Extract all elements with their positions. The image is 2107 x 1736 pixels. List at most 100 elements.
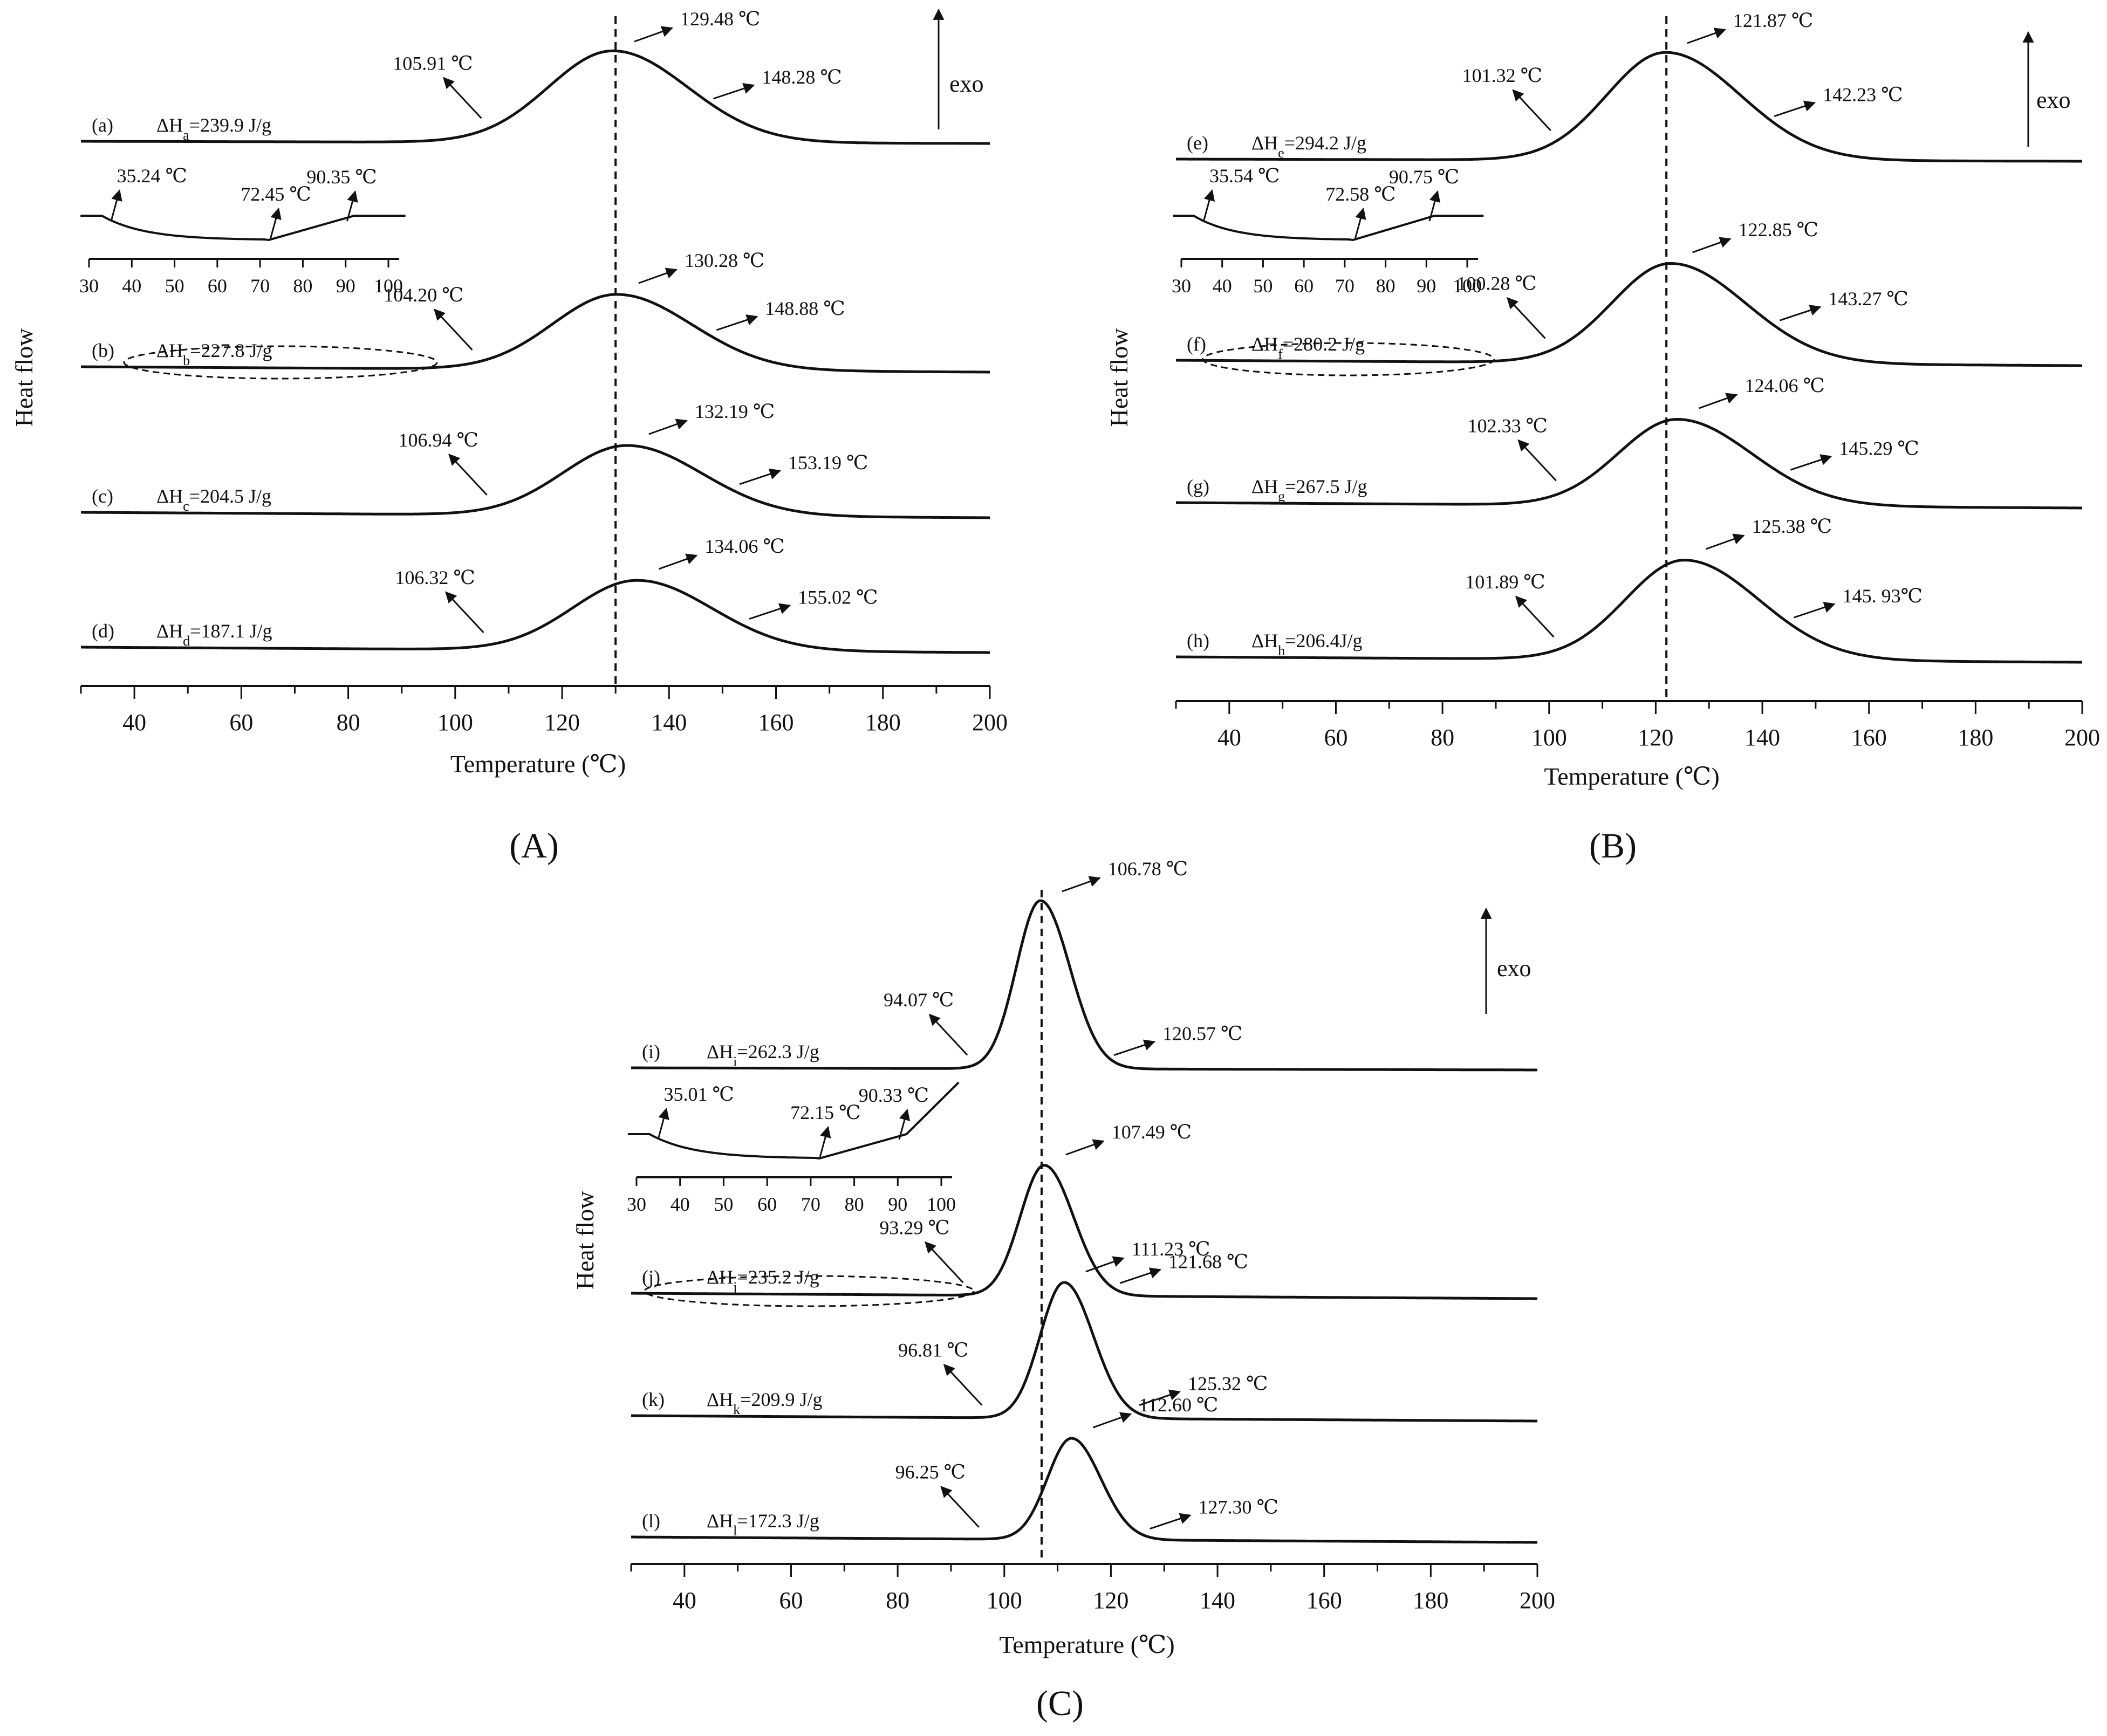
inset-tick-label: 40 — [1213, 275, 1232, 297]
inset-point-label: 72.45 ℃ — [241, 183, 311, 205]
dsc-curve-h — [1176, 559, 2082, 664]
peak-arrow — [638, 267, 678, 284]
dsc-curve-e — [1176, 51, 2082, 163]
series-label: (h) — [1187, 630, 1209, 651]
series-label: (e) — [1187, 132, 1208, 154]
endset-arrow — [1790, 454, 1832, 471]
series-label: (d) — [92, 620, 114, 642]
onset-label: 101.32 ℃ — [1462, 65, 1542, 86]
delta-h-subscript: j — [733, 1279, 737, 1295]
inset-tick-label: 90 — [336, 275, 355, 297]
inset-tick-label: 90 — [1417, 275, 1436, 297]
enthalpy-label: ΔHb=227.8 J/g — [156, 340, 272, 368]
inset-tick-label: 60 — [1294, 275, 1314, 297]
y-axis-label: Heat flow — [1105, 328, 1133, 427]
inset-tick-label: 30 — [627, 1193, 646, 1215]
endset-arrow — [1779, 305, 1822, 321]
inset-point-label: 90.35 ℃ — [306, 166, 377, 188]
endset-label: 145.29 ℃ — [1839, 437, 1919, 459]
dsc-curve-b — [81, 293, 990, 374]
peak-label: 129.48 ℃ — [680, 8, 760, 30]
endset-label: 143.27 ℃ — [1828, 288, 1908, 310]
low-temp-ellipse — [123, 345, 438, 380]
x-tick-label: 80 — [337, 709, 360, 736]
exo-label: exo — [2036, 87, 2071, 113]
x-tick-label: 140 — [651, 709, 687, 736]
delta-h-subscript: i — [733, 1054, 737, 1069]
series-label: (g) — [1187, 476, 1209, 497]
inset-tick-label: 30 — [1172, 275, 1191, 297]
inset-point-label: 35.01 ℃ — [663, 1083, 734, 1105]
low-temp-ellipse — [1202, 342, 1495, 376]
x-tick-label: 140 — [1200, 1587, 1235, 1614]
x-tick-label: 100 — [1531, 724, 1567, 751]
inset-curve — [80, 215, 406, 242]
delta-h-value: =206.4J/g — [1285, 630, 1362, 651]
inset-tick-label: 100 — [927, 1193, 956, 1215]
enthalpy-label: ΔHk=209.9 J/g — [707, 1389, 822, 1417]
inset-tick-label: 90 — [888, 1193, 907, 1215]
x-tick-label: 40 — [673, 1587, 696, 1614]
x-tick-label: 60 — [229, 709, 253, 736]
enthalpy-label: ΔHe=294.2 J/g — [1251, 132, 1366, 161]
inset-arrow — [1428, 190, 1441, 222]
enthalpy-label: ΔHf=280.2 J/g — [1251, 333, 1365, 362]
inset-tick-label: 100 — [374, 275, 403, 297]
dsc-curve-c — [81, 444, 990, 519]
inset-arrow — [657, 1107, 669, 1139]
delta-h-subscript: c — [183, 498, 189, 514]
series-label: (j) — [642, 1266, 660, 1288]
peak-arrow — [1706, 533, 1745, 550]
onset-arrow — [434, 308, 473, 351]
endset-label: 153.19 ℃ — [788, 452, 868, 474]
inset-plot: 30 40 50 60 70 80 90 100 35.01 ℃ 72.15 ℃90.33 ℃ — [627, 1081, 960, 1215]
x-tick-label: 80 — [886, 1587, 909, 1614]
enthalpy-label: ΔHg=267.5 J/g — [1251, 476, 1367, 504]
endset-arrow — [716, 314, 758, 331]
peak-label: 122.85 ℃ — [1739, 219, 1818, 241]
inset-tick-label: 50 — [714, 1193, 733, 1215]
x-tick-label: 80 — [1431, 724, 1454, 751]
enthalpy-label: ΔHj=235.2 J/g — [707, 1266, 819, 1295]
inset-tick-label: 40 — [122, 275, 141, 297]
x-tick-label: 60 — [1324, 724, 1347, 751]
endset-arrow — [1119, 1267, 1162, 1284]
y-axis-label: Heat flow — [10, 328, 38, 427]
delta-h-subscript: e — [1278, 145, 1284, 161]
x-tick-label: 180 — [1958, 724, 1993, 751]
peak-arrow — [634, 26, 673, 43]
x-tick-label: 200 — [2064, 724, 2100, 751]
delta-h: ΔH — [707, 1389, 733, 1410]
onset-label: 100.28 ℃ — [1456, 272, 1536, 294]
series-label: (k) — [642, 1389, 665, 1410]
onset-arrow — [1515, 595, 1555, 638]
inset-curve — [1173, 215, 1484, 242]
inset-point-label: 72.58 ℃ — [1325, 183, 1395, 205]
x-tick-label: 200 — [1520, 1587, 1555, 1614]
onset-arrow — [445, 591, 484, 634]
onset-arrow — [1512, 89, 1551, 132]
delta-h-subscript: g — [1278, 489, 1285, 504]
x-tick-label: 200 — [972, 709, 1008, 736]
delta-h: ΔH — [1251, 132, 1278, 154]
enthalpy-label: ΔHi=262.3 J/g — [707, 1041, 819, 1069]
series-label: (b) — [92, 340, 114, 361]
inset-tick-label: 50 — [1253, 275, 1273, 297]
inset-arrow — [346, 190, 358, 222]
onset-arrow — [928, 1013, 968, 1056]
peak-label: 121.87 ℃ — [1733, 10, 1813, 31]
x-tick-label: 160 — [1851, 724, 1887, 751]
delta-h: ΔH — [1251, 476, 1278, 497]
x-tick-label: 120 — [544, 709, 580, 736]
onset-label: 106.94 ℃ — [398, 429, 478, 451]
onset-label: 101.89 ℃ — [1465, 571, 1545, 593]
inset-curve — [627, 1081, 960, 1160]
onset-label: 104.20 ℃ — [384, 284, 463, 306]
inset-tick-label: 70 — [1335, 275, 1354, 297]
delta-h-subscript: h — [1278, 643, 1285, 658]
endset-label: 125.32 ℃ — [1188, 1373, 1268, 1395]
onset-label: 94.07 ℃ — [884, 989, 954, 1011]
endset-arrow — [1113, 1039, 1156, 1056]
delta-h-subscript: a — [183, 127, 189, 143]
